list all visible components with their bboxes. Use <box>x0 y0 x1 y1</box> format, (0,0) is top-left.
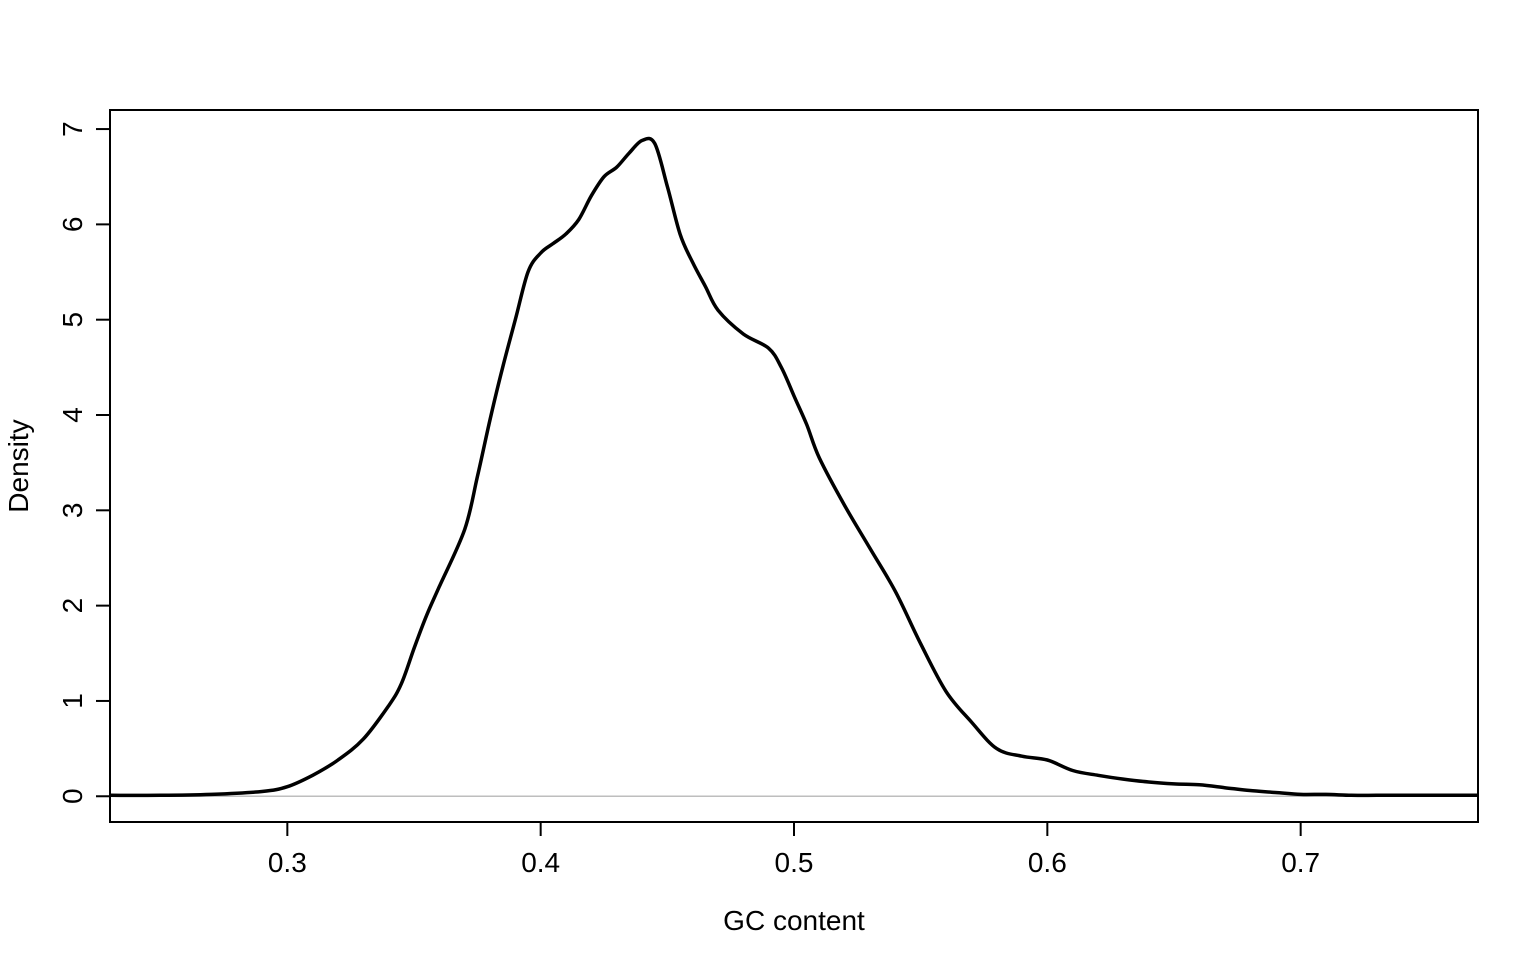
y-tick-label: 7 <box>57 121 88 137</box>
plot-frame <box>109 109 1479 823</box>
x-tick-label: 0.4 <box>521 847 560 878</box>
y-tick-label: 6 <box>57 217 88 233</box>
y-tick-label: 1 <box>57 693 88 709</box>
density-curve <box>109 136 1478 798</box>
y-tick-label: 5 <box>57 312 88 328</box>
y-axis: 0 1 2 3 4 5 6 7 <box>57 121 110 804</box>
x-tick-label: 0.5 <box>775 847 814 878</box>
y-tick-label: 2 <box>57 598 88 614</box>
x-tick-label: 0.3 <box>268 847 307 878</box>
x-axis: 0.3 0.4 0.5 0.6 0.7 <box>268 822 1320 878</box>
y-tick-label: 0 <box>57 788 88 804</box>
x-tick-label: 0.7 <box>1281 847 1320 878</box>
x-axis-title: GC content <box>723 905 865 936</box>
y-axis-title: Density <box>3 419 34 512</box>
y-tick-label: 4 <box>57 407 88 423</box>
y-tick-label: 3 <box>57 503 88 519</box>
x-tick-label: 0.6 <box>1028 847 1067 878</box>
